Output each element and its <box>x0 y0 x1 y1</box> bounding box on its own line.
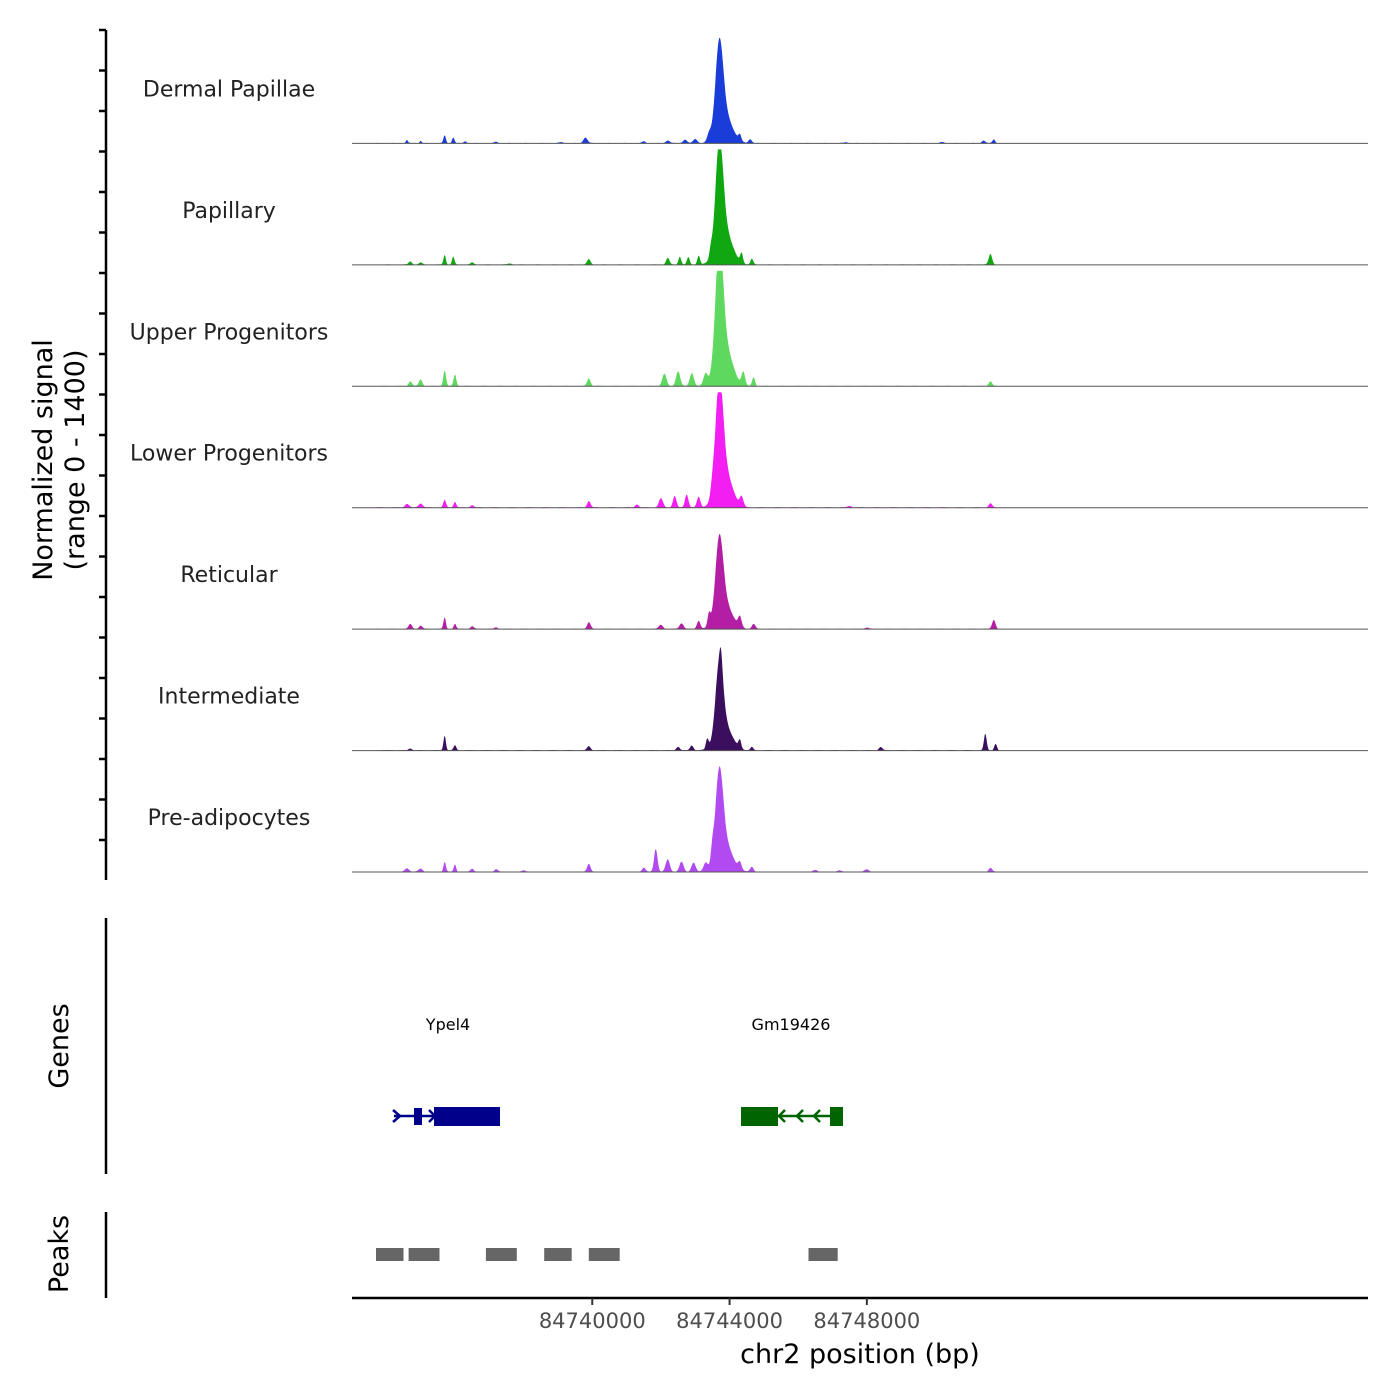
coverage-area-lower-progenitors <box>352 392 1018 508</box>
track-label-dermal-papillae: Dermal Papillae <box>143 77 315 102</box>
coverage-area-intermediate <box>352 646 1018 751</box>
gene-model-ypel4 <box>392 1107 500 1126</box>
gene-model-gm19426 <box>741 1107 843 1126</box>
peak-region <box>485 1248 517 1261</box>
peaks-axis-title: Peaks <box>44 1215 75 1293</box>
gene-label-gm19426: Gm19426 <box>752 1015 831 1034</box>
peak-track <box>376 1248 838 1261</box>
peak-region <box>408 1248 440 1261</box>
track-pre-adipocytes: Pre-adipocytes <box>148 766 1368 873</box>
peak-region <box>376 1248 404 1261</box>
peak-region <box>808 1248 838 1261</box>
track-label-upper-progenitors: Upper Progenitors <box>130 320 329 345</box>
track-label-papillary: Papillary <box>182 199 276 224</box>
coverage-y-ticks <box>99 28 106 842</box>
track-dermal-papillae: Dermal Papillae <box>143 37 1368 144</box>
y-axis-title-line2: (range 0 - 1400) <box>60 350 91 571</box>
track-upper-progenitors: Upper Progenitors <box>130 270 1368 387</box>
y-axis-title-line1: Normalized signal <box>28 339 59 581</box>
coverage-tracks: Dermal Papillae Papillary Upper Progenitor… <box>130 37 1368 873</box>
track-intermediate: Intermediate <box>158 646 1368 752</box>
peak-region <box>544 1248 572 1261</box>
gene-label-ypel4: Ypel4 <box>425 1015 470 1034</box>
coverage-area-pre-adipocytes <box>352 766 1018 872</box>
genes-axis-title: Genes <box>44 1003 75 1088</box>
x-axis-ticks: 84740000 84744000 84748000 <box>539 1298 920 1333</box>
x-axis-title: chr2 position (bp) <box>740 1339 980 1370</box>
coverage-area-papillary <box>352 149 1018 265</box>
track-reticular: Reticular <box>180 534 1368 630</box>
peak-region <box>588 1248 620 1261</box>
x-tick-label: 84748000 <box>813 1309 920 1333</box>
coverage-area-upper-progenitors <box>352 270 1018 387</box>
x-tick-label: 84744000 <box>676 1309 783 1333</box>
track-label-intermediate: Intermediate <box>158 685 300 710</box>
track-lower-progenitors: Lower Progenitors <box>130 392 1368 509</box>
track-papillary: Papillary <box>182 149 1368 266</box>
gene-track: Ypel4 Gm19426 <box>392 1015 843 1126</box>
track-label-pre-adipocytes: Pre-adipocytes <box>148 806 311 831</box>
track-label-lower-progenitors: Lower Progenitors <box>130 442 328 467</box>
coverage-area-dermal-papillae <box>352 37 1018 144</box>
track-label-reticular: Reticular <box>180 563 278 588</box>
coverage-area-reticular <box>352 534 1018 630</box>
x-tick-label: 84740000 <box>539 1309 646 1333</box>
